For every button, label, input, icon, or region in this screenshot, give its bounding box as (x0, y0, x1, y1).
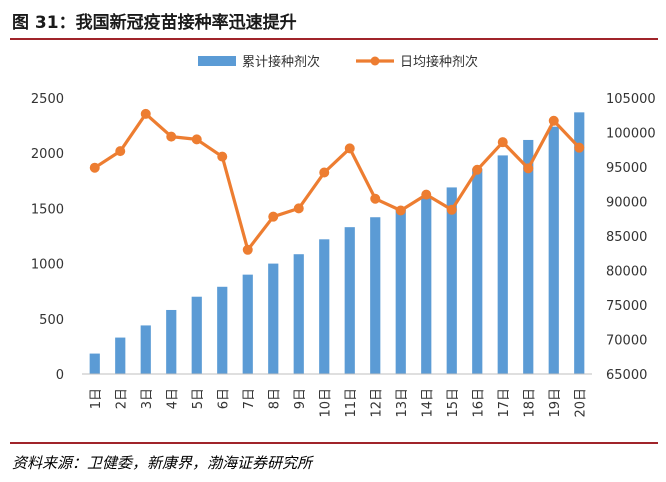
line-point-17 (497, 137, 508, 148)
right-axis-tick-label: 65000 (606, 368, 647, 383)
bar-8 (268, 263, 279, 374)
bottom-rule (10, 442, 658, 444)
source-note: 资料来源：卫健委，新康界，渤海证券研究所 (12, 454, 313, 472)
line-point-8 (268, 211, 279, 222)
right-axis-tick-label: 80000 (606, 265, 647, 280)
bar-15 (446, 187, 457, 374)
line-point-3 (140, 108, 151, 119)
legend-bar-swatch (198, 56, 236, 66)
bar-18 (523, 139, 534, 374)
left-axis-tick-label: 1500 (31, 202, 64, 217)
line-series (89, 108, 585, 255)
x-axis-tick-label: 9日 (293, 388, 308, 409)
x-axis-tick-label: 1日 (89, 388, 104, 409)
chart-legend: 累计接种剂次 日均接种剂次 (198, 54, 478, 70)
bar-10 (319, 239, 330, 374)
line-point-13 (395, 205, 406, 216)
line-point-20 (574, 142, 585, 153)
figure-title: 图 31：我国新冠疫苗接种率迅速提升 (12, 13, 297, 33)
bar-20 (574, 112, 585, 375)
x-axis-tick-label: 3日 (140, 388, 155, 409)
bar-16 (472, 168, 483, 374)
line-point-14 (421, 189, 432, 200)
x-axis: 1日 2日 3日 4日 5日 6日 7日 8日 9日 10日 11日 12日 13日 14日 15日 16日 1… (89, 388, 589, 418)
line-point-6 (217, 151, 228, 162)
bar-6 (217, 286, 228, 374)
x-axis-tick-label: 8日 (267, 388, 282, 409)
line-point-19 (548, 115, 559, 126)
bar-17 (497, 155, 508, 374)
bar-7 (242, 274, 253, 374)
line-point-12 (370, 193, 381, 204)
bar-4 (166, 309, 177, 374)
x-axis-tick-label: 11日 (344, 388, 359, 418)
x-axis-tick-label: 17日 (497, 388, 512, 418)
bar-14 (421, 197, 432, 374)
right-axis: 65000 70000 75000 80000 85000 90000 95000 10000… (606, 92, 656, 383)
bar-1 (89, 353, 100, 374)
bar-3 (140, 325, 151, 374)
line-point-2 (115, 146, 126, 157)
right-axis-tick-label: 105000 (606, 92, 656, 107)
line-point-10 (319, 167, 330, 178)
x-axis-tick-label: 2日 (114, 388, 129, 409)
right-axis-tick-label: 70000 (606, 334, 647, 349)
x-axis-tick-label: 10日 (318, 388, 333, 418)
line-point-4 (166, 131, 177, 142)
x-axis-tick-label: 5日 (191, 388, 206, 409)
legend-line-label: 日均接种剂次 (400, 54, 478, 70)
left-axis-tick-label: 1000 (31, 258, 64, 273)
bar-9 (293, 254, 304, 374)
line-point-18 (523, 163, 534, 174)
x-axis-tick-label: 20日 (573, 388, 588, 418)
x-axis-tick-label: 12日 (369, 388, 384, 418)
line-point-9 (293, 203, 304, 214)
left-axis-tick-label: 2000 (31, 147, 64, 162)
bar-11 (344, 227, 355, 374)
legend-bar-label: 累计接种剂次 (242, 54, 320, 70)
x-axis-tick-label: 7日 (242, 388, 257, 409)
line-point-16 (472, 164, 483, 175)
line-point-1 (89, 162, 100, 173)
bar-12 (370, 217, 381, 374)
line-point-15 (446, 204, 457, 215)
left-axis-tick-label: 500 (39, 313, 64, 328)
bar-2 (115, 337, 126, 374)
x-axis-tick-label: 19日 (548, 388, 563, 418)
x-axis-tick-label: 16日 (471, 388, 486, 418)
right-axis-tick-label: 90000 (606, 196, 647, 211)
right-axis-tick-label: 85000 (606, 230, 647, 245)
x-axis-tick-label: 13日 (395, 388, 410, 418)
line-point-5 (191, 134, 202, 145)
right-axis-tick-label: 100000 (606, 127, 656, 142)
left-axis-tick-label: 0 (56, 368, 64, 383)
x-axis-tick-label: 14日 (420, 388, 435, 418)
line-point-11 (344, 143, 355, 154)
left-axis: 0 500 1000 1500 2000 2500 (31, 92, 64, 383)
line-point-7 (242, 244, 253, 255)
left-axis-tick-label: 2500 (31, 92, 64, 107)
x-axis-tick-label: 15日 (446, 388, 461, 418)
x-axis-tick-label: 18日 (522, 388, 537, 418)
bar-19 (548, 126, 559, 374)
right-axis-tick-label: 75000 (606, 299, 647, 314)
legend-line-marker (370, 56, 380, 66)
right-axis-tick-label: 95000 (606, 161, 647, 176)
x-axis-tick-label: 6日 (216, 388, 231, 409)
bar-5 (191, 296, 202, 374)
bar-series (89, 112, 585, 375)
x-axis-tick-label: 4日 (165, 388, 180, 409)
bar-13 (395, 208, 406, 374)
top-rule (10, 38, 658, 40)
